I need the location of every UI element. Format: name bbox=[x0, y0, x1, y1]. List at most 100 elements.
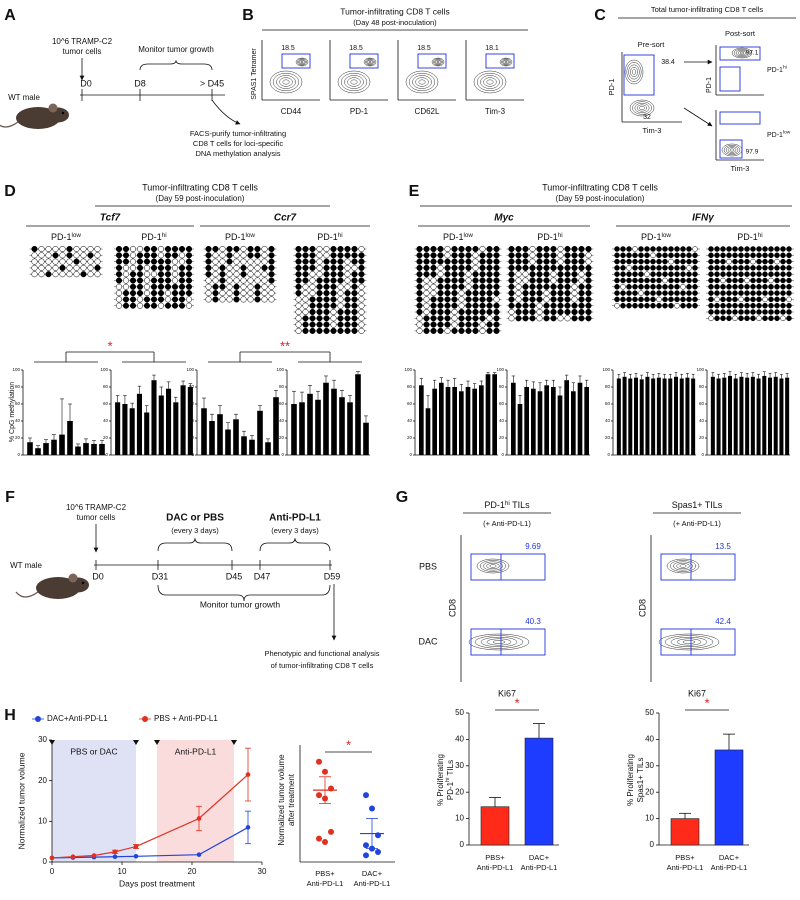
row-label: PBS bbox=[419, 561, 437, 571]
cpg-site bbox=[762, 315, 768, 322]
cpg-site bbox=[52, 252, 59, 259]
y-label: CD8 bbox=[637, 599, 647, 617]
cpg-site bbox=[708, 246, 714, 252]
cpg-site bbox=[632, 258, 638, 265]
cpg-site bbox=[122, 264, 130, 271]
cpg-site bbox=[668, 284, 674, 290]
cpg-site bbox=[620, 277, 626, 284]
cpg-site bbox=[451, 327, 458, 334]
y-tick-label: 0 bbox=[17, 452, 20, 457]
x-label: Ki67 bbox=[688, 688, 706, 698]
bar bbox=[768, 377, 772, 455]
cpg-site bbox=[351, 245, 358, 253]
cpg-site bbox=[212, 277, 219, 284]
cpg-site bbox=[122, 283, 130, 290]
y-tick-label: 0 bbox=[409, 452, 412, 457]
post-sort-label: Post-sort bbox=[725, 29, 756, 38]
panel-title: Total tumor-infiltrating CD8 T cells bbox=[651, 5, 764, 14]
superscript: hi bbox=[338, 232, 343, 239]
cpg-site bbox=[185, 245, 193, 253]
y-tick-label: 100 bbox=[186, 367, 194, 372]
panel-label: H bbox=[4, 707, 16, 724]
cpg-site bbox=[529, 315, 536, 322]
cpg-site bbox=[358, 327, 365, 334]
point bbox=[196, 852, 202, 857]
x-label: Tim-3 bbox=[485, 107, 506, 116]
gate-value: 32 bbox=[643, 114, 651, 121]
cpg-site bbox=[122, 277, 130, 284]
cpg-site bbox=[444, 245, 451, 253]
cpg-site bbox=[465, 308, 472, 316]
cpg-site bbox=[708, 315, 714, 322]
bar bbox=[479, 385, 484, 455]
cpg-site bbox=[708, 296, 714, 303]
cpg-site bbox=[416, 290, 423, 297]
cpg-site bbox=[268, 283, 275, 290]
bar bbox=[750, 376, 755, 455]
cpg-site bbox=[351, 271, 358, 278]
cpg-site bbox=[80, 271, 87, 278]
cpg-site bbox=[115, 245, 123, 253]
y-tick-label: 60 bbox=[15, 401, 21, 406]
cpg-site bbox=[358, 252, 365, 259]
cpg-site bbox=[94, 258, 101, 265]
cpg-site bbox=[150, 296, 158, 303]
cpg-site bbox=[358, 258, 365, 265]
cpg-site bbox=[122, 271, 130, 278]
cpg-site bbox=[38, 245, 45, 253]
cpg-site bbox=[143, 245, 151, 253]
cpg-site bbox=[80, 258, 87, 265]
cpg-site bbox=[157, 271, 165, 278]
cpg-site bbox=[423, 315, 430, 322]
cpg-site bbox=[720, 277, 726, 284]
cpg-site bbox=[529, 283, 536, 290]
cpg-site bbox=[337, 271, 344, 278]
cpg-site bbox=[268, 271, 275, 278]
group-label: PD-1hi bbox=[537, 232, 562, 243]
cpg-site bbox=[479, 271, 486, 278]
bar bbox=[492, 374, 497, 455]
cpg-site bbox=[219, 264, 226, 271]
group-label: PD-1low bbox=[225, 232, 255, 243]
cpg-site bbox=[430, 315, 437, 322]
day-label: > D45 bbox=[200, 78, 224, 88]
bar bbox=[257, 410, 263, 455]
cpg-site bbox=[254, 277, 261, 284]
cpg-site bbox=[295, 283, 302, 290]
cpg-site bbox=[686, 265, 692, 271]
cpg-site bbox=[344, 315, 351, 322]
y-tick-label: 0 bbox=[501, 452, 504, 457]
cpg-site bbox=[351, 296, 358, 303]
cpg-site bbox=[515, 290, 522, 297]
cpg-site bbox=[680, 277, 686, 284]
cpg-site bbox=[708, 252, 714, 259]
bar bbox=[662, 378, 667, 455]
cpg-site bbox=[515, 315, 522, 322]
cpg-site bbox=[344, 264, 351, 271]
cpg-site bbox=[205, 245, 212, 253]
cpg-site bbox=[756, 277, 762, 284]
sort-label: PD-1low bbox=[767, 130, 791, 139]
cpg-site bbox=[185, 277, 193, 284]
cpg-site bbox=[578, 277, 585, 284]
cpg-site bbox=[351, 302, 358, 309]
cpg-site bbox=[486, 290, 493, 297]
cpg-site bbox=[465, 252, 472, 259]
cpg-site bbox=[564, 308, 571, 316]
cpg-site bbox=[578, 245, 585, 253]
cpg-site bbox=[656, 284, 662, 290]
cpg-site bbox=[423, 271, 430, 278]
bar bbox=[315, 399, 321, 455]
cpg-site bbox=[254, 264, 261, 271]
cpg-site bbox=[571, 258, 578, 265]
cpg-site bbox=[226, 296, 233, 303]
cpg-site bbox=[205, 283, 212, 290]
contour bbox=[632, 101, 652, 115]
cpg-site bbox=[423, 321, 430, 328]
cpg-site bbox=[247, 252, 254, 259]
point bbox=[112, 849, 118, 855]
treatment-window bbox=[157, 740, 234, 862]
y-tick-label: 20 bbox=[645, 787, 654, 796]
cpg-site bbox=[578, 264, 585, 271]
cpg-site bbox=[720, 296, 726, 303]
